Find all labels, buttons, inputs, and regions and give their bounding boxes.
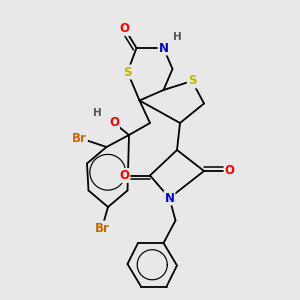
Text: H: H: [93, 107, 102, 118]
Text: S: S: [123, 65, 132, 79]
Text: O: O: [119, 169, 130, 182]
Text: O: O: [109, 116, 119, 130]
Text: Br: Br: [72, 131, 87, 145]
Text: H: H: [172, 32, 182, 43]
Text: Br: Br: [94, 221, 110, 235]
Text: N: N: [164, 191, 175, 205]
Text: O: O: [119, 22, 130, 35]
Text: S: S: [188, 74, 196, 88]
Text: N: N: [158, 41, 169, 55]
Text: O: O: [224, 164, 235, 178]
